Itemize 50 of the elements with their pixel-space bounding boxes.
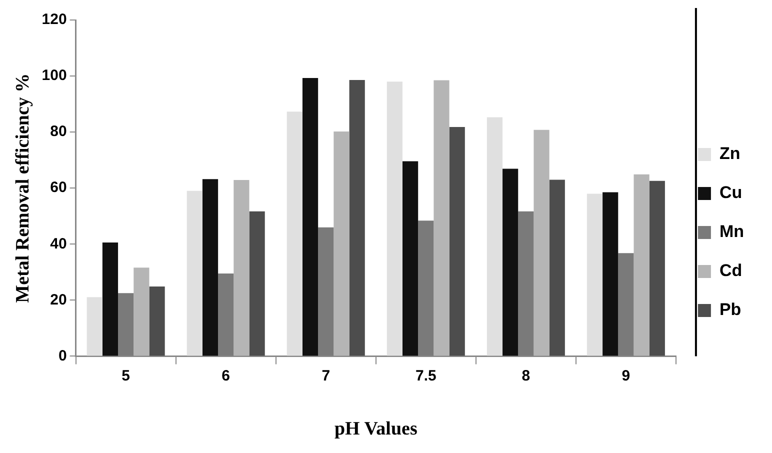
bar	[602, 192, 618, 356]
x-tick-label: 5	[122, 367, 130, 384]
x-tick-label: 7.5	[415, 367, 436, 384]
bar	[118, 293, 134, 356]
bar	[402, 161, 418, 356]
bar	[434, 80, 450, 356]
y-axis-title: Metal Removal efficiency %	[12, 73, 34, 303]
y-tick-label: 20	[50, 291, 67, 308]
bar	[534, 130, 550, 356]
bar	[634, 174, 650, 356]
bar	[518, 211, 534, 356]
x-tick-label: 6	[222, 367, 230, 384]
y-tick-label: 40	[50, 235, 67, 252]
y-tick-label: 120	[42, 11, 67, 28]
bar	[449, 127, 465, 356]
bar	[102, 242, 118, 356]
bar	[218, 274, 234, 356]
legend-label: Zn	[719, 144, 740, 164]
x-tick-label: 7	[322, 367, 330, 384]
bar	[186, 190, 202, 356]
y-tick-label: 80	[50, 123, 67, 140]
bar	[134, 268, 150, 356]
y-tick-label: 0	[58, 347, 67, 364]
bar	[549, 180, 565, 356]
bar	[502, 168, 518, 356]
bar	[386, 82, 402, 356]
legend-label: Cu	[719, 183, 742, 202]
y-tick-label: 60	[50, 179, 67, 196]
bar	[202, 179, 218, 356]
bar	[234, 180, 250, 356]
legend-label: Mn	[719, 222, 744, 242]
bar	[302, 78, 318, 356]
bar	[649, 180, 665, 356]
bar	[618, 253, 634, 356]
bar	[286, 112, 302, 356]
x-tick-label: 9	[622, 367, 630, 384]
bar	[249, 211, 265, 356]
legend-label: Cd	[719, 261, 742, 280]
bar	[486, 117, 503, 356]
bar	[334, 132, 350, 356]
bar	[318, 227, 334, 356]
x-tick-label: 8	[522, 367, 530, 384]
y-tick-label: 100	[42, 67, 67, 84]
bar	[586, 194, 603, 356]
bar	[86, 297, 102, 356]
bar	[149, 286, 165, 356]
bar	[349, 80, 365, 356]
legend-label: Pb	[719, 300, 742, 320]
x-axis-title: pH Values	[334, 418, 418, 440]
bar	[418, 220, 434, 356]
